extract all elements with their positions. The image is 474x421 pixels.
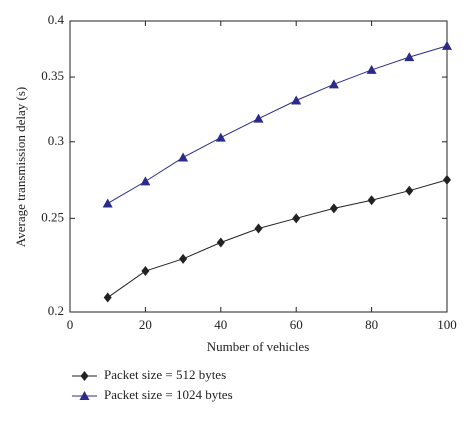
marker [291,95,302,105]
x-tick-label: 60 [290,317,303,332]
y-tick-label: 0.3 [48,133,64,148]
x-axis-label: Number of vehicles [207,339,310,354]
y-tick-label: 0.2 [48,303,64,318]
x-tick-label: 100 [437,317,457,332]
marker [178,152,189,162]
plot-frame [69,20,448,313]
marker [443,174,451,185]
x-tick-label: 80 [365,317,378,332]
marker [328,79,339,89]
marker [253,113,264,123]
series-line [107,45,448,204]
y-axis-label: Average transmission delay (s) [13,87,28,247]
marker [404,52,415,62]
marker [329,203,338,214]
marker [367,195,376,206]
legend-marker [79,391,90,400]
y-tick-label: 0.4 [48,12,65,27]
x-tick-label: 20 [139,317,152,332]
marker [140,176,151,186]
marker [292,213,301,224]
x-tick-label: 0 [67,317,74,332]
marker [102,198,113,208]
marker [442,40,452,50]
y-tick-label: 0.35 [41,68,64,83]
marker [405,185,414,196]
y-tick-label: 0.25 [41,209,64,224]
marker [141,266,150,277]
marker [254,223,263,234]
marker [216,237,225,248]
series-line [107,179,448,298]
legend-marker [80,371,89,381]
marker [366,64,377,74]
x-tick-label: 40 [214,317,227,332]
marker [179,253,188,264]
marker [215,132,226,142]
marker [103,292,112,303]
legend-label: Packet size = 1024 bytes [104,387,233,402]
legend-label: Packet size = 512 bytes [104,367,226,382]
